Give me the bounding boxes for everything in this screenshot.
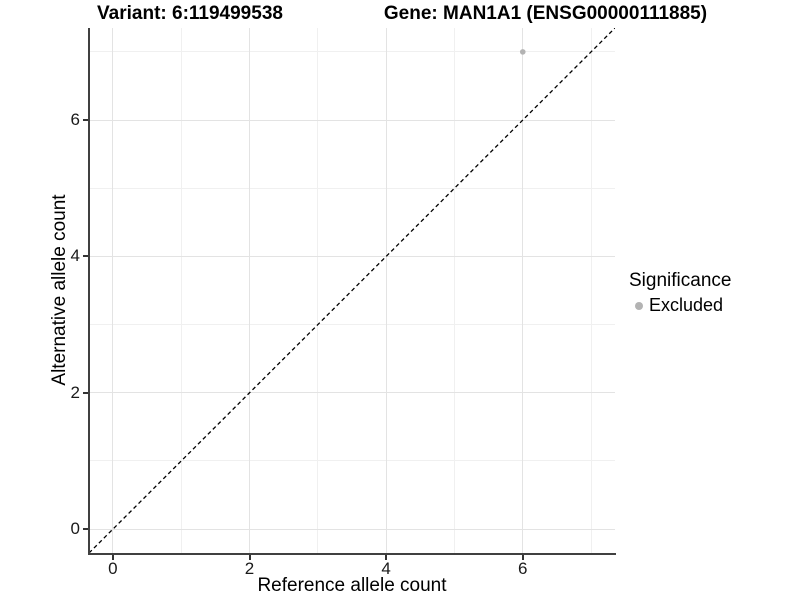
x-tick-label: 0 [108,559,118,578]
chart-title-variant: Variant: 6:119499538 [97,3,283,24]
y-tick-label: 4 [70,246,80,266]
chart-title-gene: Gene: MAN1A1 (ENSG00000111885) [383,3,708,24]
x-tick-mark [248,555,251,560]
y-tick-mark [83,255,88,258]
x-axis-line [88,553,616,555]
y-tick-label: 0 [70,519,80,539]
x-tick-label: 2 [244,559,255,578]
identity-reference-line [89,28,615,553]
x-tick-mark [385,555,388,560]
legend-item-label: Excluded [649,295,724,315]
gridline-y-minor [89,324,615,326]
y-tick-mark [83,528,88,531]
gridline-x-major [522,28,524,553]
gridline-y-minor [89,51,615,53]
gridline-y-major [89,528,615,530]
gridlines [89,28,615,553]
gridline-x-minor [317,28,319,553]
gridline-y-major [89,392,615,394]
legend-marker-circle [635,301,643,310]
x-tick-label: 4 [381,559,391,578]
gridline-x-major [112,28,114,553]
gridline-y-major [89,119,615,121]
legend-item: Excluded [629,295,731,316]
gridline-y-minor [89,460,615,462]
gridline-x-minor [453,28,455,553]
x-axis-title: Reference allele count [257,575,447,596]
data-point [519,49,526,55]
plot-layer [89,28,615,553]
y-axis-line [88,28,90,555]
x-tick-mark [521,555,524,560]
gridline-x-major [249,28,251,553]
x-tick-label: 6 [518,559,528,578]
y-tick-mark [83,119,88,122]
gridline-x-minor [180,28,182,553]
y-tick-label: 2 [70,382,80,402]
legend-title: Significance [629,270,732,291]
x-tick-mark [111,555,114,560]
y-axis-title: Alternative allele count [49,194,70,386]
gridline-y-major [89,255,615,257]
legend: Significance Excluded [629,270,731,316]
gridline-x-minor [590,28,592,553]
y-tick-label: 6 [70,110,80,130]
plot-panel [89,28,615,553]
gridline-y-minor [89,187,615,189]
gridline-x-major [385,28,387,553]
y-tick-mark [83,391,88,394]
